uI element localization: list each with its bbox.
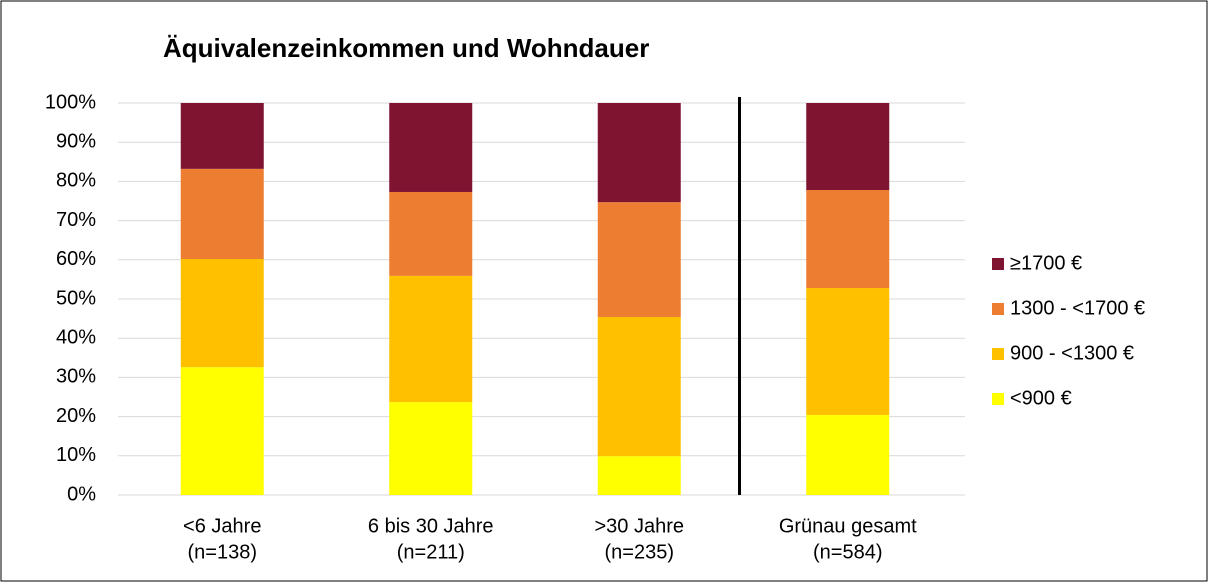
x-tick-label: (n=584) xyxy=(813,541,883,563)
bar-segment xyxy=(180,103,264,169)
y-tick-label: 90% xyxy=(56,130,96,152)
bar-segment xyxy=(389,275,473,403)
legend-swatch xyxy=(992,393,1004,405)
bar-segment xyxy=(806,288,890,416)
y-tick-label: 80% xyxy=(56,170,96,192)
bar-segment xyxy=(180,168,264,260)
legend-label: 1300 - <1700 € xyxy=(1010,297,1145,319)
chart-title: Äquivalenzeinkommen und Wohndauer xyxy=(163,33,649,63)
bar-segment xyxy=(180,259,264,368)
x-tick-label: <6 Jahre xyxy=(183,515,261,537)
y-tick-label: 30% xyxy=(56,366,96,388)
y-tick-label: 20% xyxy=(56,405,96,427)
bar-segment xyxy=(389,103,473,192)
legend-label: 900 - <1300 € xyxy=(1010,342,1134,364)
legend-label: ≥1700 € xyxy=(1010,252,1082,274)
bar-segment xyxy=(389,402,473,495)
x-tick-label: Grünau gesamt xyxy=(779,515,917,537)
y-tick-label: 10% xyxy=(56,444,96,466)
y-tick-label: 60% xyxy=(56,248,96,270)
bar-segment xyxy=(180,367,264,495)
legend-label: <900 € xyxy=(1010,387,1072,409)
legend-swatch xyxy=(992,303,1004,315)
y-tick-label: 40% xyxy=(56,326,96,348)
y-tick-label: 0% xyxy=(67,483,96,505)
bar-segment xyxy=(389,191,473,276)
bar-segment xyxy=(806,415,890,495)
y-tick-label: 50% xyxy=(56,287,96,309)
legend-swatch xyxy=(992,258,1004,270)
legend-swatch xyxy=(992,348,1004,360)
bar-segment xyxy=(597,317,681,457)
x-tick-label: (n=235) xyxy=(605,541,675,563)
x-tick-label: 6 bis 30 Jahre xyxy=(368,515,494,537)
y-tick-label: 70% xyxy=(56,209,96,231)
y-tick-label: 100% xyxy=(45,91,96,113)
x-tick-label: >30 Jahre xyxy=(594,515,684,537)
x-tick-label: (n=138) xyxy=(188,541,258,563)
bar-segment xyxy=(806,190,890,289)
bar-segment xyxy=(597,456,681,495)
bar-segment xyxy=(597,103,681,203)
x-tick-label: (n=211) xyxy=(397,541,465,563)
bar-segment xyxy=(597,202,681,318)
bar-segment xyxy=(806,103,890,191)
